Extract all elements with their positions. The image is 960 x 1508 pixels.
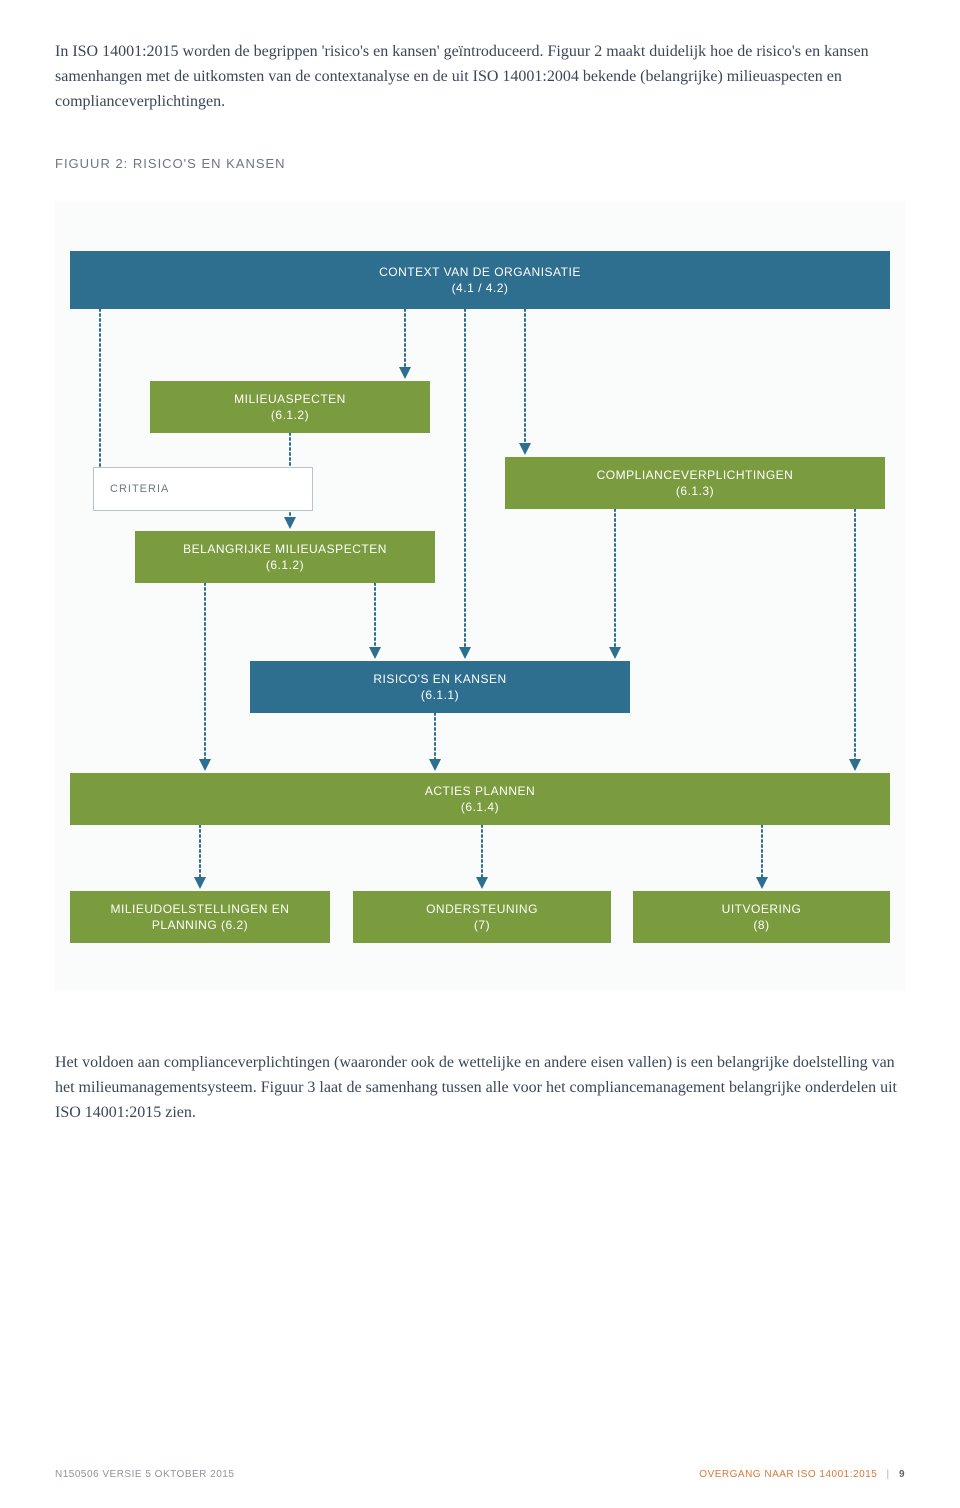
page-footer: N150506 VERSIE 5 OKTOBER 2015 OVERGANG N…: [55, 1469, 905, 1480]
diagram-figure-2: CONTEXT VAN DE ORGANISATIE (4.1 / 4.2) MIL…: [55, 201, 905, 991]
box-context: CONTEXT VAN DE ORGANISATIE (4.1 / 4.2): [70, 251, 890, 309]
footer-right: OVERGANG NAAR ISO 14001:2015 | 9: [699, 1469, 905, 1480]
box-belangrijke: BELANGRIJKE MILIEUASPECTEN (6.1.2): [135, 531, 435, 583]
box-title: ACTIES PLANNEN: [425, 784, 535, 798]
box-title: MILIEUDOELSTELLINGEN EN: [111, 902, 290, 916]
box-compliance: COMPLIANCEVERPLICHTINGEN (6.1.3): [505, 457, 885, 509]
box-title: CONTEXT VAN DE ORGANISATIE: [379, 265, 581, 279]
box-subtitle: (6.1.2): [266, 558, 304, 572]
box-subtitle: (6.1.3): [676, 484, 714, 498]
footer-title: OVERGANG NAAR ISO 14001:2015: [699, 1469, 877, 1480]
box-onderst: ONDERSTEUNING (7): [353, 891, 611, 943]
connector-layer: [55, 201, 905, 991]
box-title: UITVOERING: [722, 902, 802, 916]
box-title: RISICO'S EN KANSEN: [373, 672, 506, 686]
footer-left: N150506 VERSIE 5 OKTOBER 2015: [55, 1469, 234, 1480]
intro-paragraph: In ISO 14001:2015 worden de begrippen 'r…: [55, 40, 905, 114]
box-milieu: MILIEUASPECTEN (6.1.2): [150, 381, 430, 433]
box-subtitle: (6.1.2): [271, 408, 309, 422]
footer-separator: |: [887, 1469, 890, 1480]
box-subtitle: (4.1 / 4.2): [452, 281, 509, 295]
box-subtitle: (8): [753, 918, 769, 932]
box-risicos: RISICO'S EN KANSEN (6.1.1): [250, 661, 630, 713]
box-title: MILIEUASPECTEN: [234, 392, 346, 406]
box-title: ONDERSTEUNING: [426, 902, 538, 916]
box-doelst: MILIEUDOELSTELLINGEN EN PLANNING (6.2): [70, 891, 330, 943]
box-subtitle: (6.1.1): [421, 688, 459, 702]
box-title: COMPLIANCEVERPLICHTINGEN: [597, 468, 794, 482]
footer-page-number: 9: [899, 1469, 905, 1480]
box-subtitle: (7): [474, 918, 490, 932]
box-title: BELANGRIJKE MILIEUASPECTEN: [183, 542, 387, 556]
box-title: CRITERIA: [110, 483, 169, 495]
figure-title: FIGUUR 2: RISICO'S EN KANSEN: [55, 156, 905, 171]
box-subtitle: (6.1.4): [461, 800, 499, 814]
box-uitv: UITVOERING (8): [633, 891, 890, 943]
box-subtitle: PLANNING (6.2): [152, 918, 248, 932]
box-criteria: CRITERIA: [93, 467, 313, 511]
box-acties: ACTIES PLANNEN (6.1.4): [70, 773, 890, 825]
outro-paragraph: Het voldoen aan complianceverplichtingen…: [55, 1051, 905, 1125]
